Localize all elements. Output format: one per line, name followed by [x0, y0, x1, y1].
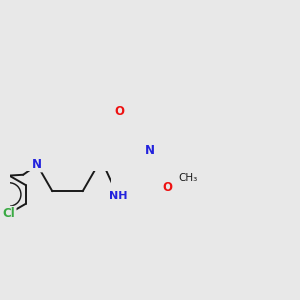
Text: O: O: [114, 105, 124, 118]
Text: O: O: [163, 181, 172, 194]
Text: N: N: [32, 158, 42, 171]
Text: N: N: [145, 144, 154, 157]
Text: Cl: Cl: [3, 207, 16, 220]
Text: NH: NH: [109, 191, 128, 201]
Text: CH₃: CH₃: [178, 173, 198, 183]
